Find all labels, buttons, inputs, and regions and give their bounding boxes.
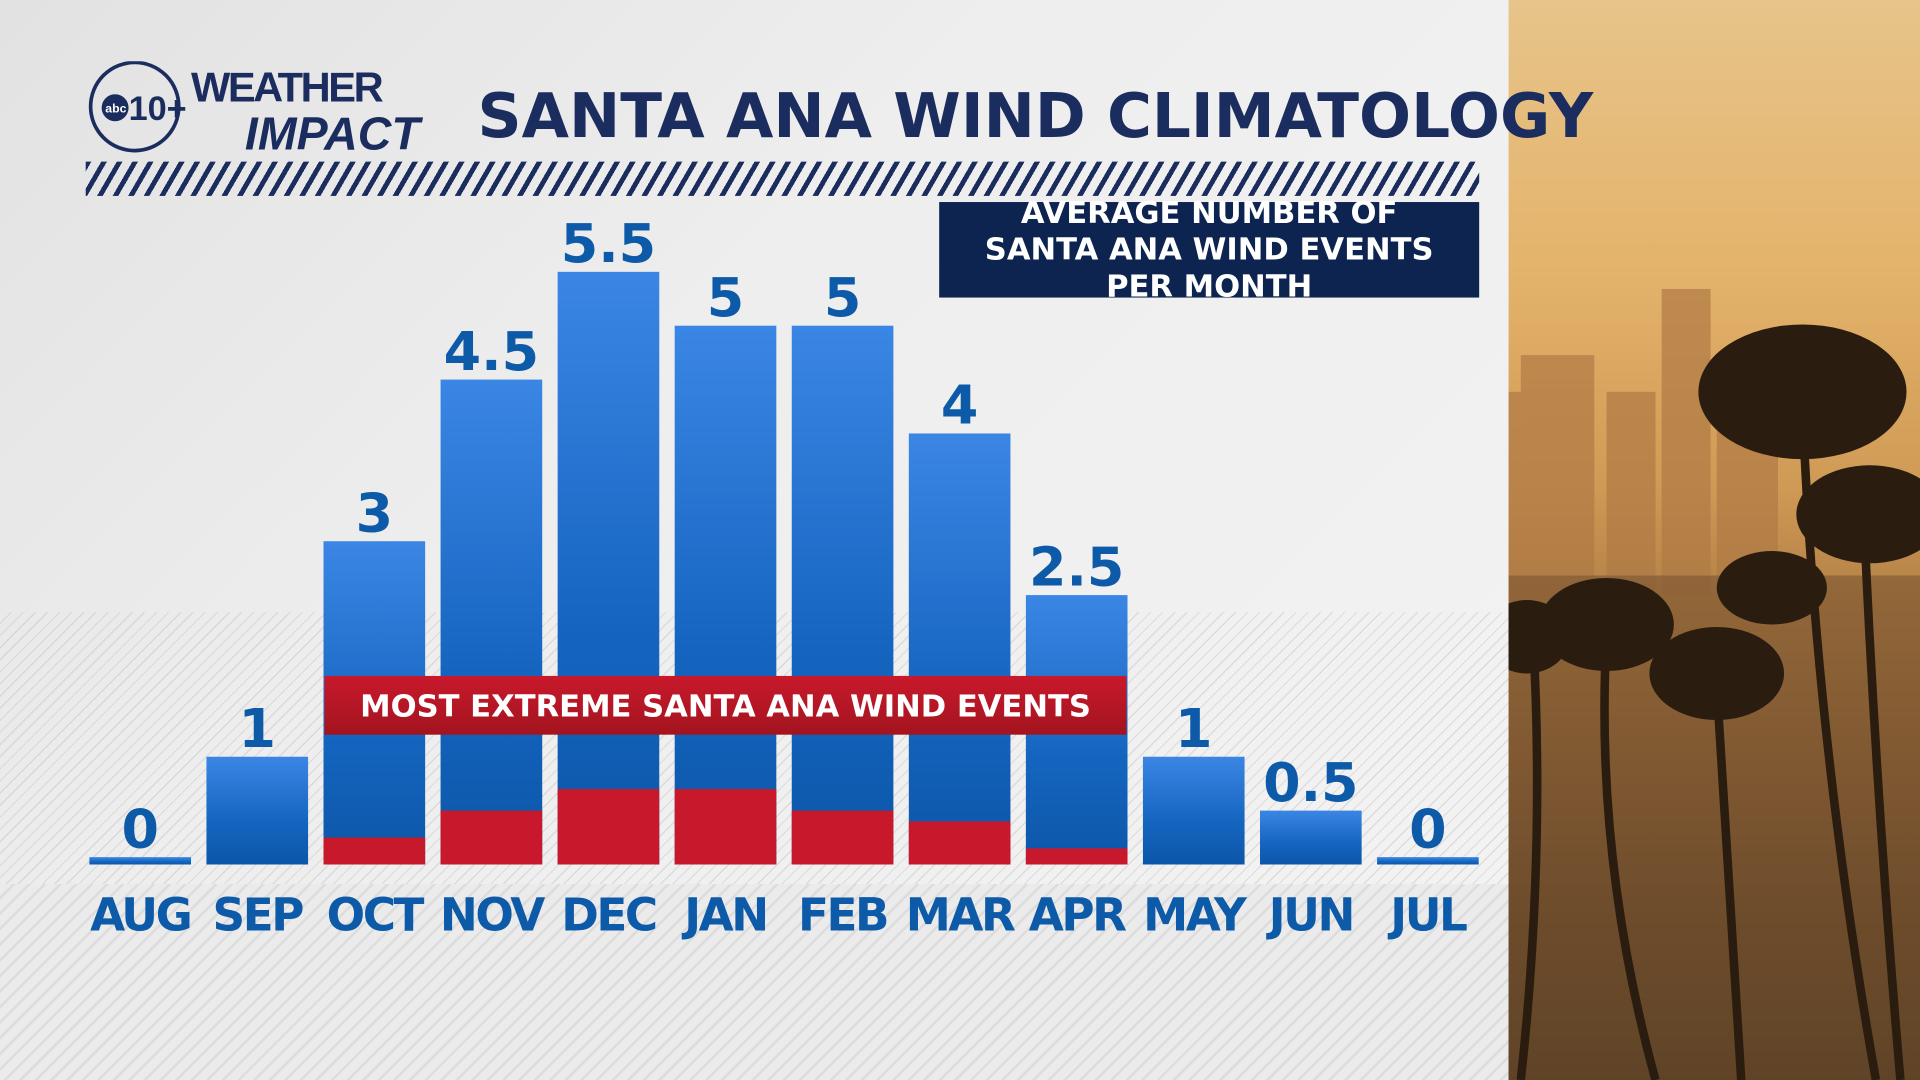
extreme-bar-feb (791, 810, 894, 865)
value-label-may: 1 (1175, 697, 1212, 760)
month-label-jul: JUL (1387, 889, 1467, 942)
legend-box: AVERAGE NUMBER OF SANTA ANA WIND EVENTS … (939, 195, 1480, 304)
bar-aug (89, 857, 192, 865)
los-angeles-palm-trees-photo (1484, 0, 1920, 1080)
value-label-aug: 0 (121, 797, 158, 860)
value-label-dec: 5.5 (561, 212, 656, 275)
legend-text: AVERAGE NUMBER OF SANTA ANA WIND EVENTS … (984, 194, 1434, 304)
bar-nov (440, 379, 543, 865)
month-label-dec: DEC (561, 889, 656, 942)
abc10-weather-impact-logo: abc 10+ WEATHER IMPACT (88, 60, 455, 164)
bar-jun (1260, 810, 1362, 865)
value-label-oct: 3 (356, 481, 393, 544)
value-label-mar: 4 (941, 374, 978, 437)
bar-jan (674, 325, 777, 865)
extreme-bar-oct (323, 837, 426, 865)
value-label-feb: 5 (824, 266, 861, 329)
title-underline-hatch (85, 161, 1480, 196)
svg-text:IMPACT: IMPACT (245, 107, 423, 159)
extreme-bar-apr (1025, 848, 1128, 865)
month-label-may: MAY (1143, 889, 1248, 942)
bar-mar (908, 433, 1011, 865)
bar-sep (206, 756, 309, 865)
bar-jul (1377, 857, 1479, 865)
value-label-apr: 2.5 (1029, 535, 1124, 598)
bar-feb (791, 325, 894, 865)
extreme-bar-dec (557, 789, 660, 865)
extreme-bar-jan (674, 789, 777, 865)
bar-may (1142, 756, 1245, 865)
bar-dec (557, 271, 660, 865)
bar-chart: 0 AUG 1 SEP 3 OCT 4.5 NOV 5.5 DEC 5 JAN 5 FEB 4 MAR 2.5 A… (89, 212, 1479, 942)
month-label-sep: SEP (213, 889, 304, 942)
svg-text:WEATHER: WEATHER (191, 64, 384, 111)
svg-text:abc: abc (105, 102, 126, 116)
page-title: SANTA ANA WIND CLIMATOLOGY (477, 80, 1594, 152)
month-label-aug: AUG (90, 889, 190, 942)
value-label-jul: 0 (1409, 797, 1446, 860)
skyline-palms-illustration (1484, 288, 1920, 1080)
extreme-bar-nov (440, 810, 543, 865)
month-label-jun: JUN (1266, 889, 1353, 942)
extreme-events-banner: MOST EXTREME SANTA ANA WIND EVENTS (324, 675, 1127, 735)
month-label-mar: MAR (906, 889, 1015, 942)
month-label-oct: OCT (327, 889, 425, 942)
value-label-jun: 0.5 (1263, 751, 1358, 814)
month-label-jan: JAN (681, 889, 766, 942)
value-label-jan: 5 (707, 266, 744, 329)
month-label-nov: NOV (440, 889, 545, 942)
extreme-events-label: MOST EXTREME SANTA ANA WIND EVENTS (360, 687, 1091, 724)
floor-stripes (0, 884, 1509, 1080)
value-label-nov: 4.5 (444, 320, 539, 383)
svg-text:10+: 10+ (129, 90, 187, 128)
value-label-sep: 1 (239, 697, 276, 760)
month-label-feb: FEB (798, 889, 887, 942)
extreme-bar-mar (908, 821, 1011, 865)
month-label-apr: APR (1029, 889, 1126, 942)
